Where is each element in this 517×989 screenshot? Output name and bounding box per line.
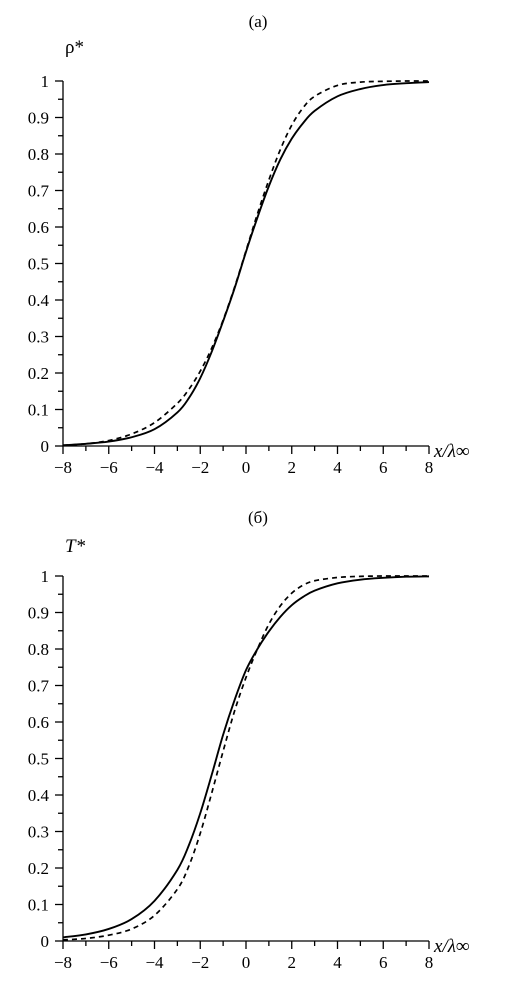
y-tick-label: 0.1 [28,401,49,420]
x-tick-label: 0 [242,458,251,477]
x-tick-label: −8 [54,953,72,972]
y-tick-label: 0.4 [28,786,50,805]
y-tick-label: 0 [41,437,50,456]
y-tick-label: 0.2 [28,364,49,383]
chart-panel-1: (a) ρ* x/λ∞ −8 −6 −4 −2 0 2 4 6 8 0 0.1 0.2 0.3 0.4 0.5 0.… [28,12,470,477]
y-tick-label: 0.2 [28,859,49,878]
solid-series-line [62,575,430,939]
x-tick-label: 2 [288,953,297,972]
x-tick-label: −8 [54,458,72,477]
y-tick-label: 0.5 [28,255,49,274]
x-tick-label: −4 [145,458,164,477]
y-tick-label: 0.4 [28,291,50,310]
x-tick-label: 8 [425,953,434,972]
x-tick-label: 4 [333,953,342,972]
x-tick-label: 6 [379,953,388,972]
chart-panel-2: (б) T* x/λ∞ −8 −6 −4 −2 0 2 4 6 8 0 0.1 0.2 0.3 0.4 0.5 0.… [28,508,470,972]
y-tick-label: 0.5 [28,750,49,769]
y-tick-label: 0.6 [28,218,49,237]
x-tick-label: −6 [100,458,118,477]
panel-label: (б) [248,508,268,527]
x-axis-title: x/λ∞ [433,936,470,957]
x-axis-title: x/λ∞ [433,441,470,462]
y-tick-label: 0.1 [28,896,49,915]
y-tick-label: 0.8 [28,145,49,164]
y-tick-label: 1 [41,567,50,586]
y-tick-label: 0.9 [28,109,49,128]
y-tick-label: 0 [41,932,50,951]
y-tick-label: 0.9 [28,604,49,623]
dashed-series-line [62,575,429,941]
y-tick-label: 0.3 [28,328,49,347]
dashed-series-line [62,80,430,447]
x-tick-label: 2 [288,458,297,477]
panel-label: (a) [249,12,268,31]
y-tick-label: 0.7 [28,677,50,696]
x-tick-label: 4 [333,458,342,477]
y-tick-label: 0.7 [28,182,50,201]
x-tick-label: 8 [425,458,434,477]
y-tick-label: 0.3 [28,823,49,842]
y-tick-label: 0.8 [28,640,49,659]
y-tick-label: 1 [41,72,50,91]
x-tick-label: −6 [100,953,118,972]
x-tick-label: −2 [191,953,209,972]
y-tick-label: 0.6 [28,713,49,732]
x-tick-label: 0 [242,953,251,972]
solid-series-line [62,81,430,447]
y-axis-title: T* [65,536,86,557]
x-tick-label: −4 [145,953,164,972]
x-tick-label: −2 [191,458,209,477]
y-axis-title: ρ* [65,37,84,58]
x-tick-label: 6 [379,458,388,477]
